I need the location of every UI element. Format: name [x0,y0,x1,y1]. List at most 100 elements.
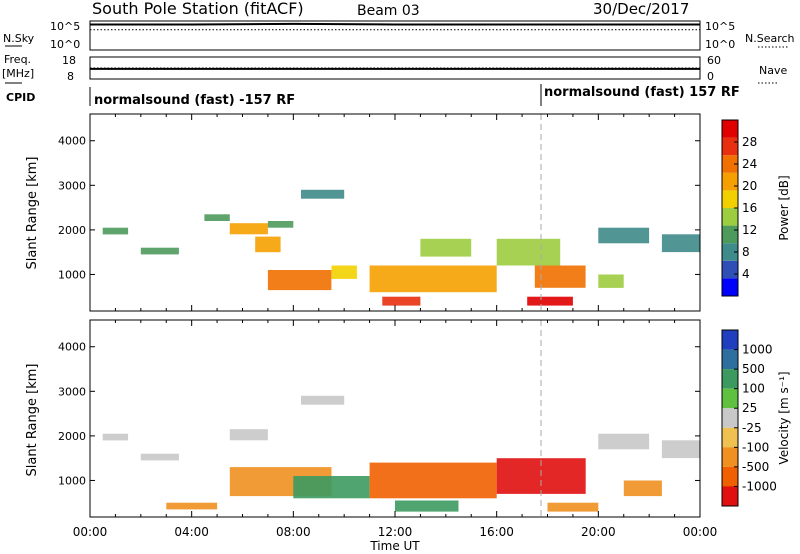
nsky-panel-frame [89,20,701,51]
power-cell [301,189,345,199]
power-colorbar-ticks: 4 8 12 16 20 24 28 [734,135,757,281]
velocity-cell [229,429,268,441]
power-colorbar-block [722,155,738,173]
velocity-colorbar-frame [721,329,739,507]
velocity-colorbar-tick-label: 500 [742,362,765,376]
velocity-colorbar-tick-label: -25 [742,421,762,435]
freq-label: Freq. [4,53,31,66]
power-cell [204,214,230,221]
power-colorbar-tick-label: 24 [742,157,757,171]
power-cell [331,265,357,279]
velocity-colorbar-block [722,427,738,448]
power-cell [382,296,421,306]
nsky-series-line [90,22,700,26]
power-colorbar-block [722,243,738,261]
power-cell [267,221,294,228]
freq-tick-low: 8 [67,70,74,83]
x-tick-label: 04:00 [174,525,209,539]
velocity-ytick-label: 3000 [58,385,86,398]
velocity-colorbar-block [722,349,738,370]
velocity-cell [102,433,129,441]
power-colorbar-tick-label: 28 [742,135,757,149]
power-cell [420,238,472,257]
power-yticks-group: 1000 2000 3000 4000 [58,135,700,281]
velocity-colorbar: 1000 500 100 25 -25 -100 -500 -1000 Velocity [m… [721,329,791,507]
nsearch-tick-low: 10^0 [705,38,735,51]
velocity-cell [140,453,179,461]
x-axis-tick-labels: 00:00 04:00 08:00 12:00 16:00 20:00 00:00 [73,525,718,539]
x-tick-label: 12:00 [378,525,413,539]
velocity-colorbar-block [722,330,738,350]
velocity-cell [166,502,218,510]
date-label: 30/Dec/2017 [593,0,689,18]
power-colorbar-label: Power [dB] [777,175,791,240]
cpid-segment-1: normalsound (fast) -157 RF [94,93,295,108]
velocity-colorbar-tick-label: -100 [742,440,769,454]
x-tick-label: 20:00 [581,525,616,539]
beam-label: Beam 03 [357,3,420,19]
cpid-strip: normalsound (fast) -157 RF normalsound (… [89,84,740,108]
cpid-label: CPID [6,91,35,104]
nave-label: Nave [759,64,787,77]
power-colorbar-tick-label: 4 [742,267,750,281]
velocity-colorbar-ticks: 1000 500 100 25 -25 -100 -500 -1000 [734,343,777,493]
power-cell [496,238,561,266]
velocity-colorbar-block [722,447,738,467]
velocity-cell [395,500,459,512]
power-colorbar-tick-label: 16 [742,201,757,215]
power-cell [102,227,129,235]
velocity-colorbar-tick-label: 100 [742,382,765,396]
nsky-panel [89,20,701,51]
velocity-cell [598,433,650,450]
station-title: South Pole Station (fitACF) [92,0,304,18]
nave-tick-low: 0 [707,70,714,83]
power-colorbar-block [722,278,738,296]
power-cell [598,274,624,288]
velocity-xticks-group [89,320,701,517]
velocity-panel: 1000 2000 3000 4000 Slant Range [km] [25,319,701,518]
power-cell [527,296,573,306]
velocity-colorbar-block [722,388,738,409]
x-tick-label: 00:00 [73,525,108,539]
velocity-colorbar-tick-label: -1000 [742,479,777,493]
freq-panel [89,56,701,80]
power-colorbar-block [722,172,738,191]
freq-tick-high: 18 [62,54,76,67]
velocity-colorbar-block [722,486,738,506]
nsearch-tick-high: 10^5 [705,20,735,33]
power-ytick-label: 2000 [58,224,86,237]
velocity-cell [661,440,700,459]
x-tick-label: 16:00 [479,525,514,539]
velocity-ytick-label: 4000 [58,341,86,354]
x-axis-label: Time UT [369,539,420,553]
power-colorbar-block [722,137,738,156]
nsky-tick-high: 10^5 [50,20,80,33]
power-colorbar-block [722,208,738,226]
nsky-tick-low: 10^0 [50,38,80,51]
velocity-colorbar-tick-label: 1000 [742,343,773,357]
freq-unit-label: [MHz] [2,67,34,80]
velocity-colorbar-blocks [722,330,738,506]
power-cell [534,265,586,288]
power-panel: 1000 2000 3000 4000 Slant Range [km] [25,113,701,312]
power-colorbar-block [722,260,738,279]
nsearch-label: N.Search [745,32,795,45]
x-tick-label: 00:00 [683,525,718,539]
power-colorbar-block [722,120,738,138]
power-ylabel: Slant Range [km] [25,157,40,270]
velocity-colorbar-tick-label: -500 [742,460,769,474]
power-colorbar: 4 8 12 16 20 24 28 Power [dB] [721,119,791,297]
power-cell [140,247,179,255]
velocity-cell [547,502,599,512]
velocity-colorbar-label: Velocity [m s⁻¹] [777,371,791,464]
power-cells-group [102,189,700,306]
power-colorbar-block [722,225,738,244]
velocity-ytick-label: 1000 [58,474,86,487]
velocity-cell [369,462,497,499]
power-ytick-label: 3000 [58,179,86,192]
x-tick-label: 08:00 [276,525,311,539]
velocity-yticks-group: 1000 2000 3000 4000 [58,341,700,487]
velocity-ytick-label: 2000 [58,430,86,443]
power-cell [267,270,332,291]
